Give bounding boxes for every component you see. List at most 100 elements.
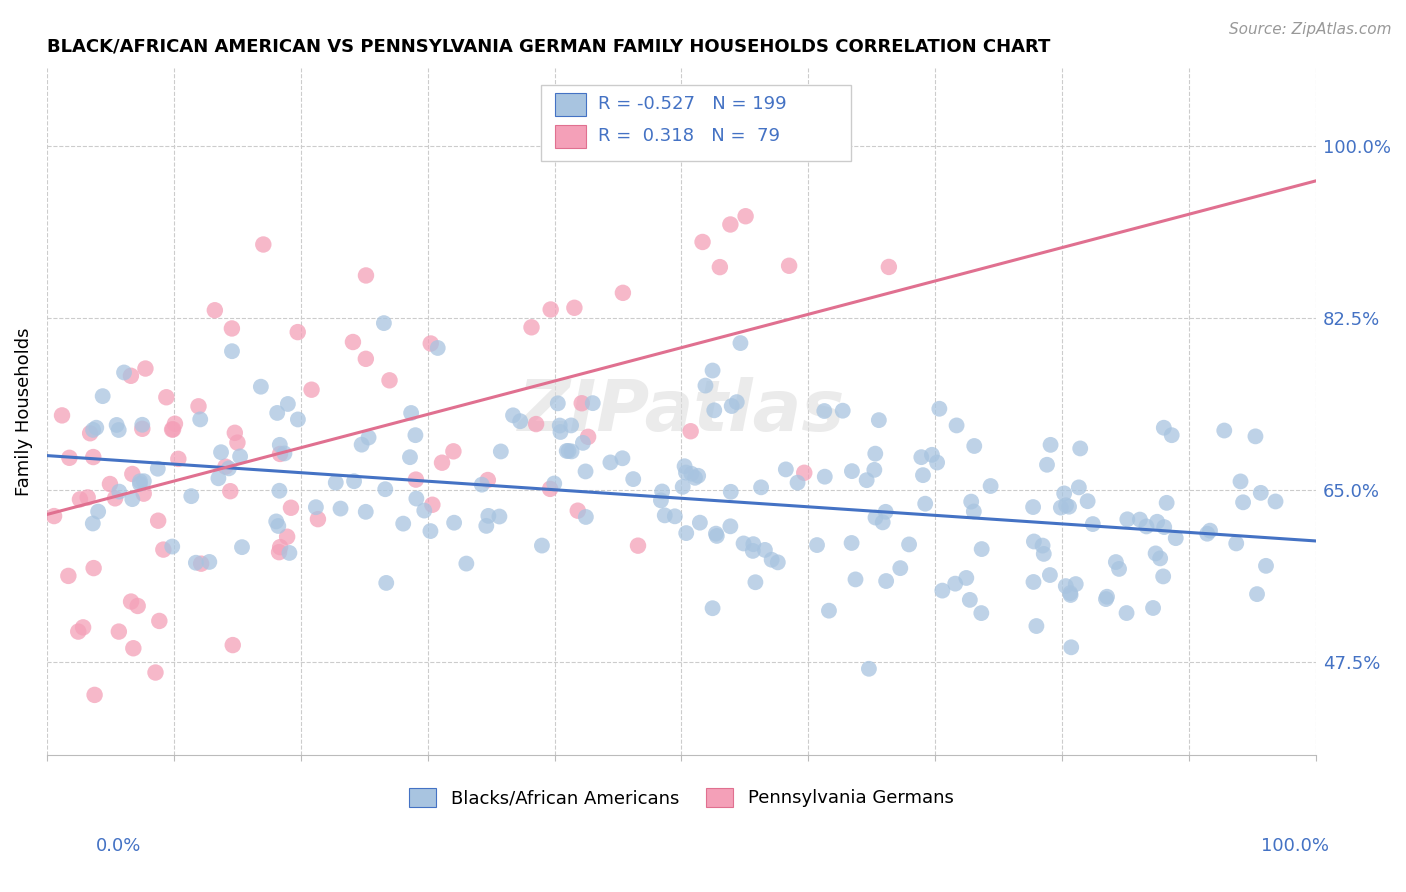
Point: [875, 574, 897, 588]
Point: [129, 475, 152, 489]
Point: [865, 510, 887, 524]
Point: [162, 422, 184, 436]
Point: [276, 530, 298, 544]
Point: [742, 537, 765, 551]
Point: [1039, 568, 1062, 582]
Point: [675, 526, 697, 541]
Point: [927, 456, 949, 470]
Point: [1081, 517, 1104, 532]
Point: [612, 285, 634, 300]
Point: [557, 444, 579, 458]
Point: [219, 484, 242, 499]
Point: [730, 336, 752, 351]
Point: [688, 468, 710, 483]
Point: [373, 316, 395, 330]
Point: [910, 450, 932, 465]
Point: [651, 484, 673, 499]
Point: [120, 594, 142, 608]
Point: [42, 509, 65, 524]
Point: [928, 401, 950, 416]
Point: [1057, 500, 1080, 514]
Point: [1232, 495, 1254, 509]
Point: [83, 561, 105, 575]
Point: [621, 472, 644, 486]
Point: [561, 444, 583, 458]
Point: [399, 406, 422, 420]
Point: [76, 491, 98, 505]
Point: [1025, 619, 1047, 633]
Point: [1032, 547, 1054, 561]
Point: [105, 417, 128, 432]
Point: [599, 455, 621, 469]
Point: [134, 361, 156, 376]
Point: [1054, 498, 1077, 512]
Point: [180, 489, 202, 503]
Point: [749, 480, 772, 494]
Point: [706, 529, 728, 543]
Point: [224, 425, 246, 440]
Point: [221, 321, 243, 335]
Point: [1129, 513, 1152, 527]
Point: [898, 537, 921, 551]
Point: [1250, 486, 1272, 500]
Point: [301, 383, 323, 397]
Point: [1153, 520, 1175, 534]
Point: [1135, 519, 1157, 533]
Point: [252, 237, 274, 252]
Point: [1064, 577, 1087, 591]
Point: [675, 466, 697, 480]
Text: ZIPatlas: ZIPatlas: [517, 377, 845, 446]
Point: [354, 351, 377, 366]
Point: [889, 561, 911, 575]
Point: [1022, 534, 1045, 549]
Point: [122, 641, 145, 656]
Point: [1060, 640, 1083, 655]
Point: [354, 268, 377, 283]
Point: [430, 456, 453, 470]
Point: [343, 474, 366, 488]
Point: [814, 469, 837, 483]
Point: [426, 341, 449, 355]
Point: [146, 514, 169, 528]
Point: [664, 509, 686, 524]
Point: [1050, 500, 1073, 515]
Point: [672, 480, 695, 494]
Point: [160, 540, 183, 554]
Point: [477, 473, 499, 487]
Point: [79, 426, 101, 441]
Text: 100.0%: 100.0%: [1261, 837, 1329, 855]
Point: [970, 606, 993, 620]
Point: [524, 417, 547, 431]
Point: [945, 418, 967, 433]
Point: [725, 395, 748, 409]
Point: [970, 542, 993, 557]
Point: [131, 422, 153, 436]
Point: [1197, 526, 1219, 541]
Point: [87, 505, 110, 519]
Point: [273, 446, 295, 460]
Point: [443, 516, 465, 530]
Point: [960, 494, 983, 508]
Point: [959, 593, 981, 607]
Point: [342, 334, 364, 349]
Point: [404, 428, 426, 442]
Point: [155, 390, 177, 404]
Point: [250, 380, 273, 394]
Point: [231, 540, 253, 554]
Legend: Blacks/African Americans, Pennsylvania Germans: Blacks/African Americans, Pennsylvania G…: [402, 780, 960, 814]
Text: R = -0.527   N = 199: R = -0.527 N = 199: [598, 95, 786, 113]
Point: [267, 519, 290, 533]
Point: [702, 363, 724, 377]
Point: [1160, 428, 1182, 442]
Point: [574, 465, 596, 479]
Point: [405, 491, 427, 506]
Point: [1059, 588, 1081, 602]
Point: [509, 414, 531, 428]
Point: [921, 448, 943, 462]
Point: [374, 482, 396, 496]
Point: [868, 413, 890, 427]
Point: [704, 526, 727, 541]
Point: [695, 378, 717, 392]
Point: [754, 542, 776, 557]
Point: [872, 516, 894, 530]
